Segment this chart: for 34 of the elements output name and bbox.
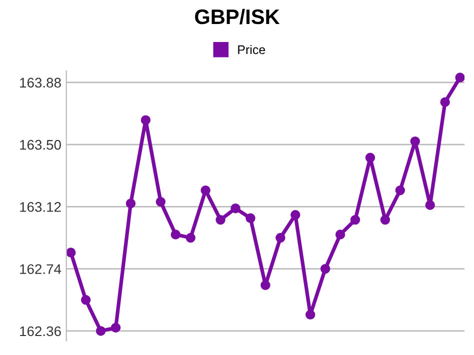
- y-tick-label: 163.88: [20, 78, 61, 88]
- point: [350, 214, 360, 225]
- point: [276, 232, 286, 243]
- y-tick-label: 163.50: [20, 140, 61, 150]
- point: [110, 322, 121, 333]
- point: [260, 280, 270, 290]
- point: [156, 196, 166, 207]
- point: [96, 326, 106, 336]
- y-tick-label: 162.74: [20, 264, 62, 274]
- point: [365, 152, 376, 163]
- point: [395, 186, 406, 196]
- point: [305, 310, 316, 320]
- point: [200, 186, 210, 196]
- point: [66, 248, 76, 258]
- point: [335, 230, 346, 240]
- y-tick-label: 162.36: [20, 326, 61, 336]
- point: [455, 72, 465, 82]
- point: [425, 200, 435, 210]
- point: [380, 214, 390, 225]
- point: [216, 214, 226, 225]
- point: [320, 264, 330, 274]
- point: [80, 295, 91, 305]
- point: [126, 198, 136, 208]
- point: [440, 97, 450, 107]
- point: [290, 210, 300, 220]
- y-tick-label: 163.12: [20, 202, 61, 212]
- point: [186, 232, 196, 243]
- point: [246, 213, 256, 224]
- chart-title: GBP/ISK: [195, 8, 280, 24]
- point: [140, 115, 151, 125]
- point: [170, 230, 180, 240]
- point: [410, 136, 420, 146]
- point: [230, 203, 240, 214]
- legend-label: Price: [238, 44, 266, 54]
